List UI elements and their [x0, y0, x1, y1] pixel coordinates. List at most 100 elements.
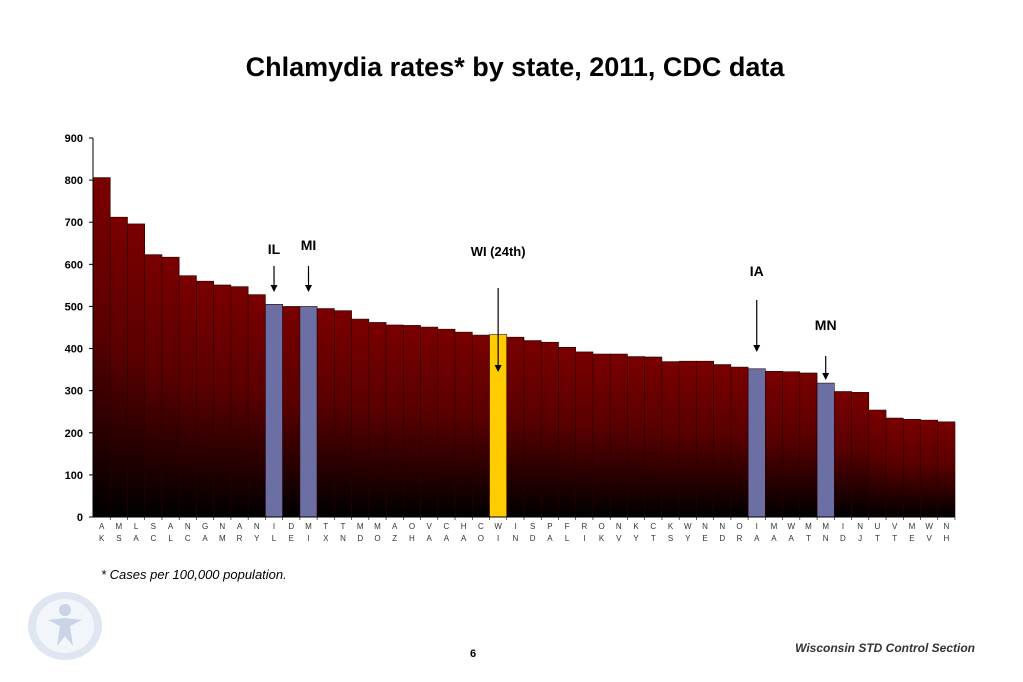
annotation-ia: IA	[750, 263, 764, 279]
bar-sc	[144, 254, 163, 518]
bar-me	[902, 418, 921, 518]
bar-de	[282, 306, 301, 518]
y-tick-label: 800	[65, 175, 83, 187]
bar-wy	[678, 360, 697, 518]
arrow-head-icon	[270, 285, 278, 292]
bar-ca	[437, 328, 456, 518]
bar-nh	[937, 421, 956, 518]
bar-ct	[644, 356, 663, 518]
bar-tx	[316, 308, 335, 518]
annotation-il: IL	[268, 241, 281, 257]
bar-in	[506, 336, 525, 518]
bar-mt	[799, 372, 818, 518]
bar-ny	[247, 294, 266, 518]
bar-ha	[454, 331, 473, 518]
bar-nj	[851, 392, 870, 518]
y-tick-label: 900	[65, 133, 83, 145]
annotation-wi: WI (24th)	[471, 244, 526, 259]
bar-ri	[575, 351, 594, 518]
arrow-head-icon	[822, 373, 830, 380]
bar-mn	[816, 382, 835, 518]
bar-md	[351, 318, 370, 518]
bar-or	[730, 366, 749, 518]
footer-credit: Wisconsin STD Control Section	[795, 641, 975, 655]
arrow-head-icon	[753, 345, 761, 352]
bar-az	[385, 324, 404, 518]
bar-tn	[334, 310, 352, 518]
bar-va	[420, 326, 439, 518]
bar-sd	[523, 340, 542, 518]
bar-mi	[299, 306, 318, 518]
y-tick-label: 100	[65, 470, 83, 482]
arrow-head-icon	[494, 365, 502, 372]
bar-nv	[609, 353, 628, 518]
bar-ks	[661, 361, 680, 518]
bar-ak	[92, 177, 111, 518]
y-tick-label: 200	[65, 428, 83, 440]
annotation-mi: MI	[301, 237, 317, 253]
annotation-mn: MN	[815, 317, 837, 333]
y-tick-label: 400	[65, 344, 83, 356]
y-tick-label: 700	[65, 217, 83, 229]
bar-ok	[592, 353, 611, 518]
bar-id	[834, 391, 852, 518]
bar-pa	[540, 341, 559, 518]
y-tick-label: 300	[65, 386, 83, 398]
bar-nc	[178, 275, 197, 518]
arrow-head-icon	[305, 285, 312, 292]
bar-co	[471, 334, 490, 518]
y-tick-label: 0	[77, 512, 83, 524]
chart-title: Chlamydia rates* by state, 2011, CDC dat…	[245, 52, 785, 82]
bar-nm	[213, 284, 232, 518]
bar-ms	[109, 216, 128, 518]
bar-nd	[713, 364, 732, 518]
bar-mo	[368, 322, 387, 518]
page-number: 6	[469, 648, 477, 660]
bar-vt	[885, 417, 904, 518]
bar-la	[127, 223, 146, 518]
bar-ky	[627, 356, 645, 518]
bar-ga	[196, 280, 214, 518]
